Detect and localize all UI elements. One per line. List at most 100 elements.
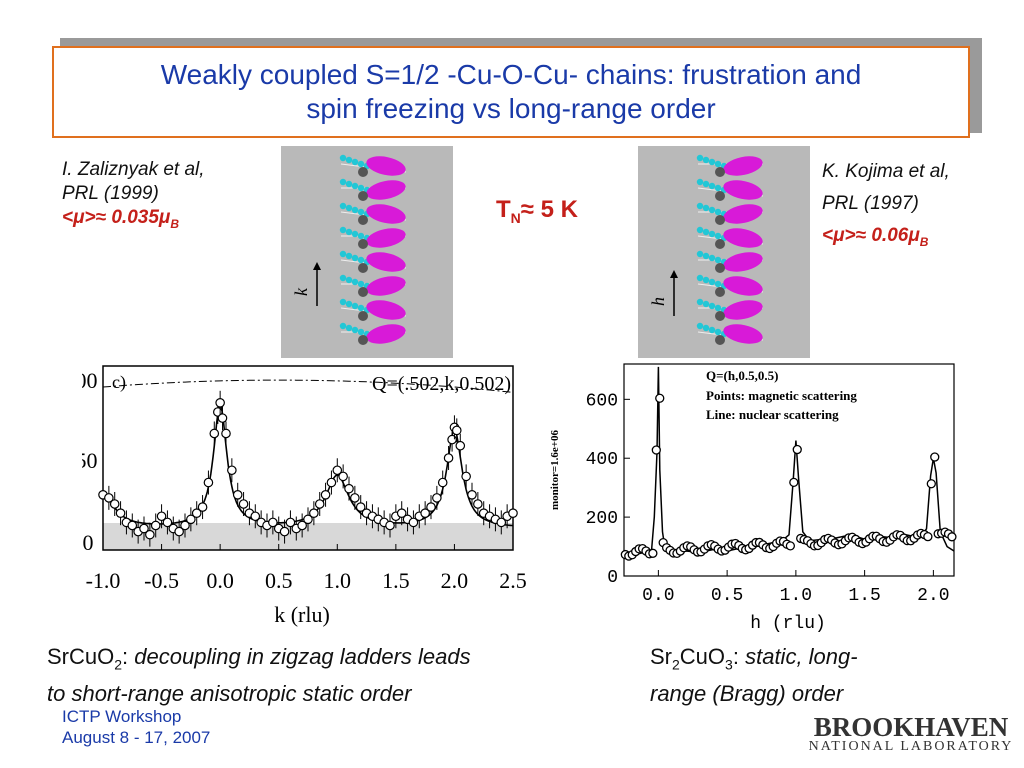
data-point <box>785 541 796 551</box>
legend-line: Line: nuclear scattering <box>706 407 839 422</box>
panel-label: c) <box>112 372 126 393</box>
chain-unit <box>339 154 407 177</box>
data-point <box>443 453 454 463</box>
dashed-curve <box>102 379 514 393</box>
data-point <box>451 425 462 436</box>
left-chain-structure: k <box>291 154 407 345</box>
data-point <box>408 517 419 528</box>
data-point <box>250 511 261 522</box>
xtick-label: 0.5 <box>265 568 293 593</box>
data-point <box>648 548 658 558</box>
slide-title: Weakly coupled S=1/2 -Cu-O-Cu- chains: f… <box>81 58 941 126</box>
data-point <box>209 428 220 439</box>
left-ref-journal: PRL (1999) <box>62 183 159 204</box>
xtick-label: 0.0 <box>642 586 674 606</box>
right-chain-image: h <box>638 146 810 358</box>
data-point <box>109 499 120 509</box>
slide-title-line1: Weakly coupled S=1/2 -Cu-O-Cu- chains: f… <box>160 59 862 90</box>
data-point <box>338 471 348 482</box>
slide-title-box: Weakly coupled S=1/2 -Cu-O-Cu- chains: f… <box>52 46 970 138</box>
left-chain-image: k <box>281 146 453 358</box>
xtick-label: 0.0 <box>206 568 234 593</box>
data-point <box>396 508 407 518</box>
right-xlabel: h (rlu) <box>750 614 826 634</box>
chain-unit <box>339 178 406 201</box>
data-point <box>461 471 471 482</box>
right-ylabel: monitor=1.6e+06 <box>549 429 561 510</box>
data-point <box>279 526 290 537</box>
left-scattering-chart: c) Q=(.502,k,0.502) 300 150 0 -1.0 -0.5 0.… <box>82 365 527 627</box>
right-caption-text2: range (Bragg) order <box>650 681 844 707</box>
data-point <box>455 440 466 451</box>
chain-unit <box>339 322 406 345</box>
data-point <box>496 517 507 528</box>
ytick-150: 150 <box>82 448 98 473</box>
data-point <box>238 499 249 509</box>
left-reference: I. Zaliznyak et al, PRL (1999) <μ>≈ 0.03… <box>62 158 205 236</box>
data-point <box>947 532 957 542</box>
xtick-label: 1.5 <box>382 568 410 593</box>
logo-line1: BROOKHAVEN <box>813 712 1009 742</box>
xtick-label: 1.0 <box>780 586 812 606</box>
chain-unit <box>696 298 763 321</box>
data-point <box>332 465 343 476</box>
xtick-label: 1.5 <box>848 586 880 606</box>
right-axis-label: h <box>648 297 668 306</box>
data-point <box>156 511 167 522</box>
data-point <box>139 523 149 534</box>
data-point <box>473 499 483 509</box>
footer: ICTP Workshop August 8 - 17, 2007 <box>62 706 210 748</box>
right-ref-moment: <μ>≈ 0.06μB <box>822 225 929 249</box>
xtick-label: -0.5 <box>144 568 179 593</box>
legend-points: Points: magnetic scattering <box>706 388 857 403</box>
data-point <box>115 508 126 518</box>
data-point <box>314 499 325 509</box>
xtick-label: 0.5 <box>711 586 743 606</box>
xtick-label: 1.0 <box>324 568 352 593</box>
data-point <box>350 493 360 503</box>
data-point <box>437 477 448 488</box>
xtick-label: -1.0 <box>86 568 121 593</box>
legend-q: Q=(h,0.5,0.5) <box>706 368 778 383</box>
chain-unit <box>339 250 407 273</box>
chain-unit <box>696 226 764 249</box>
ytick-label: 600 <box>586 391 618 411</box>
data-point <box>326 477 337 488</box>
left-xlabel: k (rlu) <box>274 602 330 627</box>
data-point <box>174 526 184 537</box>
ytick-label: 400 <box>586 450 618 470</box>
data-point <box>926 479 936 489</box>
right-ref-author: K. Kojima et al, <box>822 161 950 182</box>
left-caption-text2: to short-range anisotropic static order <box>47 681 412 707</box>
chain-unit <box>696 202 763 225</box>
xtick-label: 2.5 <box>499 568 527 593</box>
data-point <box>191 508 202 518</box>
data-point <box>221 428 231 439</box>
ytick-label: 0 <box>607 568 618 588</box>
data-point <box>432 493 442 503</box>
data-point <box>309 508 319 518</box>
left-caption-text1: decoupling in zigzag ladders leads <box>134 644 471 669</box>
data-point <box>297 520 307 531</box>
data-point <box>145 529 155 540</box>
data-point <box>789 477 799 488</box>
chain-unit <box>696 250 763 273</box>
xtick-label: 2.0 <box>441 568 469 593</box>
right-caption-text1: static, long- <box>745 644 858 669</box>
data-point <box>344 483 354 494</box>
data-point <box>447 434 457 445</box>
left-ref-author: I. Zaliznyak et al, <box>62 159 205 180</box>
data-point <box>792 444 802 455</box>
data-point <box>203 477 214 488</box>
data-point <box>217 413 228 423</box>
chain-unit <box>696 178 764 201</box>
left-axis-label: k <box>291 287 311 296</box>
data-point <box>127 520 138 531</box>
plot-frame-right <box>623 363 955 577</box>
data-point <box>426 502 436 512</box>
brookhaven-logo: BROOKHAVEN NATIONAL LABORATORY <box>808 712 1014 755</box>
chain-unit <box>339 274 406 297</box>
data-point <box>232 490 243 500</box>
right-ref-journal: PRL (1997) <box>822 193 919 214</box>
data-point <box>420 508 430 518</box>
